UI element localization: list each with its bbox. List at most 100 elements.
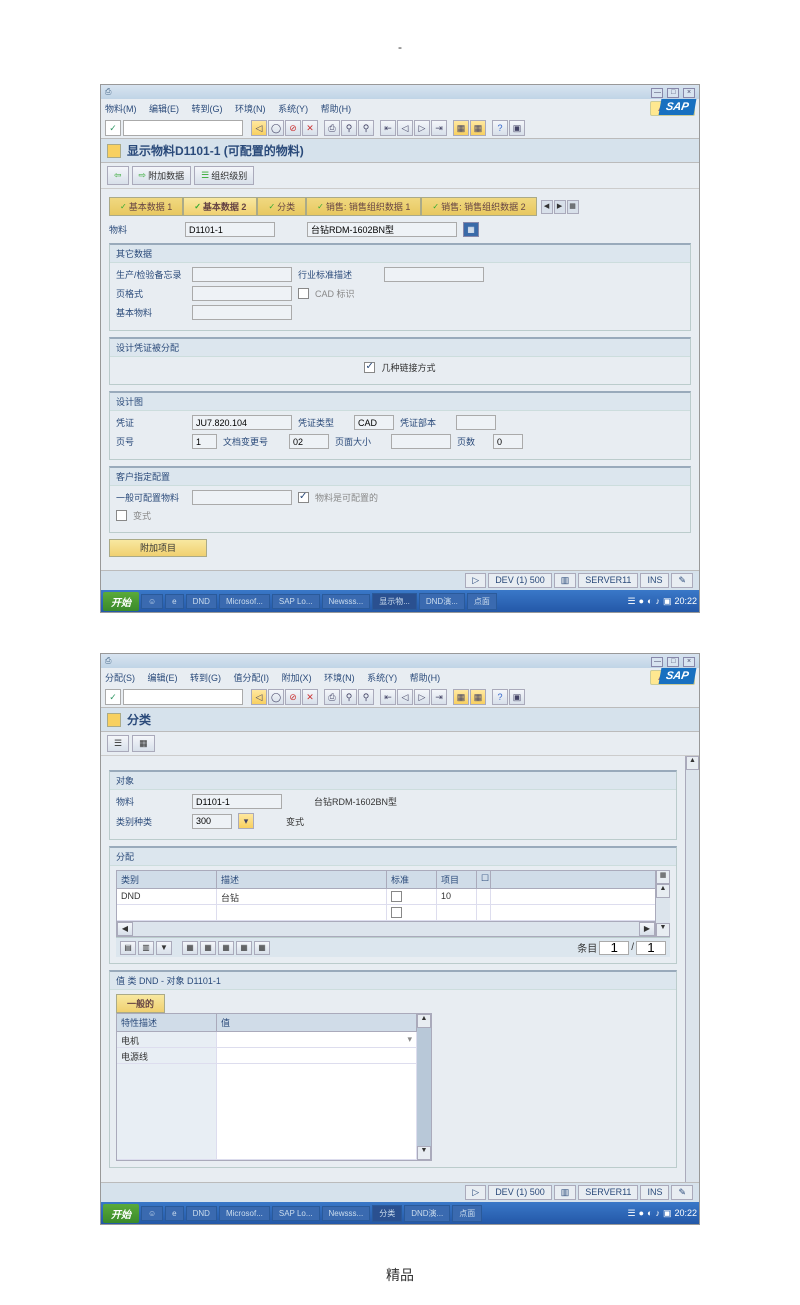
- th-desc[interactable]: 描述: [217, 871, 387, 888]
- th-std[interactable]: 标准: [387, 871, 437, 888]
- btn-additional-data[interactable]: ⇨附加数据: [132, 166, 192, 185]
- tb-exit-icon[interactable]: ⊘: [285, 689, 301, 705]
- tb-layout-icon[interactable]: ▣: [509, 120, 525, 136]
- tb-last-icon[interactable]: ⇥: [431, 120, 447, 136]
- tray-icon[interactable]: ●: [639, 596, 644, 606]
- tray-icon[interactable]: ▣: [663, 1208, 672, 1219]
- taskbar-item[interactable]: DND演...: [404, 1205, 450, 1222]
- tray-icon[interactable]: ☰: [628, 1208, 636, 1219]
- tray-icon[interactable]: ◐: [647, 596, 652, 606]
- tb-cancel-icon[interactable]: ✕: [302, 120, 318, 136]
- tray-icon[interactable]: ♪: [655, 1208, 660, 1218]
- taskbar-item[interactable]: Newsss...: [322, 594, 371, 609]
- gtb-cut-icon[interactable]: ▦: [236, 941, 252, 955]
- table-row[interactable]: DND 台钻 10: [117, 889, 655, 905]
- menu-help[interactable]: 帮助(H): [321, 104, 352, 114]
- taskbar-item[interactable]: DND: [186, 1206, 217, 1221]
- tab-general[interactable]: 一般的: [116, 994, 165, 1013]
- tb-findnext-icon[interactable]: ⚲: [358, 689, 374, 705]
- vscroll-down-icon[interactable]: ▼: [656, 923, 670, 937]
- gtb-selall-icon[interactable]: ▤: [120, 941, 136, 955]
- menu-system[interactable]: 系统(Y): [278, 104, 308, 114]
- taskbar-item[interactable]: DND演...: [419, 593, 465, 610]
- base-mat-field[interactable]: [192, 305, 292, 320]
- taskbar-item[interactable]: SAP Lo...: [272, 1206, 320, 1221]
- btn-1[interactable]: ☰: [107, 735, 129, 752]
- td-class[interactable]: DND: [117, 889, 217, 904]
- td-val[interactable]: [217, 1048, 417, 1063]
- page-no-field[interactable]: [192, 434, 217, 449]
- tb-exit-icon[interactable]: ⊘: [285, 120, 301, 136]
- taskbar-item[interactable]: Microsof...: [219, 594, 270, 609]
- table-row[interactable]: 电源线: [117, 1048, 417, 1064]
- start-button[interactable]: 开始: [103, 1204, 139, 1223]
- pages-field[interactable]: [493, 434, 523, 449]
- cad-checkbox[interactable]: [298, 288, 309, 299]
- tb-next-icon[interactable]: ▷: [414, 689, 430, 705]
- material-search-icon[interactable]: ▦: [463, 222, 479, 237]
- taskbar-item[interactable]: e: [165, 1206, 183, 1221]
- gtb-insert-icon[interactable]: ▦: [182, 941, 198, 955]
- tb-cancel-icon[interactable]: ✕: [302, 689, 318, 705]
- ind-std-field[interactable]: [384, 267, 484, 282]
- tb-find-icon[interactable]: ⚲: [341, 120, 357, 136]
- main-vscroll-up-icon[interactable]: ▲: [686, 756, 699, 770]
- tb-shortcut-icon[interactable]: ▦: [470, 120, 486, 136]
- tray-icon[interactable]: ◐: [647, 1208, 652, 1218]
- material-field[interactable]: [185, 222, 275, 237]
- class-type-field[interactable]: [192, 814, 232, 829]
- vscroll-up-icon[interactable]: ▲: [656, 884, 670, 898]
- tb-newses-icon[interactable]: ▦: [453, 120, 469, 136]
- tb-first-icon[interactable]: ⇤: [380, 689, 396, 705]
- vscroll-down-icon[interactable]: ▼: [417, 1146, 431, 1160]
- obj-mat-field[interactable]: [192, 794, 282, 809]
- tab-sales1[interactable]: ✓销售: 销售组织数据 1: [306, 197, 421, 216]
- close-button[interactable]: ×: [683, 88, 695, 98]
- th-char-desc[interactable]: 特性描述: [117, 1014, 217, 1031]
- tb-print-icon[interactable]: ⎙: [324, 689, 340, 705]
- tray-icon[interactable]: ☰: [628, 596, 636, 607]
- menu-edit[interactable]: 编辑(E): [148, 673, 178, 683]
- status-triangle-icon[interactable]: ▷: [465, 1185, 486, 1200]
- tray-icon[interactable]: ♪: [655, 596, 660, 606]
- btn-2[interactable]: ▦: [132, 735, 155, 752]
- menu-system[interactable]: 系统(Y): [367, 673, 397, 683]
- tray-icon[interactable]: ▣: [663, 596, 672, 607]
- minimize-button[interactable]: —: [651, 657, 663, 667]
- tb-save-icon[interactable]: ◁: [251, 120, 267, 136]
- gtb-sort-icon[interactable]: ▼: [156, 941, 172, 955]
- doc-part-field[interactable]: [456, 415, 496, 430]
- tb-save-icon[interactable]: ◯: [268, 689, 284, 705]
- tab-sales2[interactable]: ✓销售: 销售组织数据 2: [421, 197, 536, 216]
- prod-memo-field[interactable]: [192, 267, 292, 282]
- tb-check-icon[interactable]: ✓: [105, 689, 121, 705]
- taskbar-item[interactable]: e: [165, 594, 183, 609]
- attach-item-button[interactable]: 附加项目: [109, 539, 207, 557]
- variant-checkbox[interactable]: [116, 510, 127, 521]
- th-class[interactable]: 类别: [117, 871, 217, 888]
- menu-assign[interactable]: 分配(S): [105, 673, 135, 683]
- tb-next-icon[interactable]: ▷: [414, 120, 430, 136]
- tab-list-icon[interactable]: ▦: [567, 200, 579, 214]
- minimize-button[interactable]: —: [651, 88, 663, 98]
- gen-config-field[interactable]: [192, 490, 292, 505]
- th-value[interactable]: 值: [217, 1014, 417, 1031]
- command-field[interactable]: [123, 689, 243, 705]
- taskbar-item-active[interactable]: 分类: [372, 1205, 402, 1222]
- entry-current[interactable]: [599, 941, 629, 955]
- td-desc[interactable]: 台钻: [217, 889, 387, 904]
- taskbar-item[interactable]: ☺: [141, 594, 163, 609]
- tb-prev-icon[interactable]: ◁: [397, 689, 413, 705]
- td-val[interactable]: ▾: [217, 1032, 417, 1047]
- maximize-button[interactable]: □: [667, 88, 679, 98]
- hscroll-left-icon[interactable]: ◀: [117, 922, 133, 936]
- taskbar-item[interactable]: DND: [186, 594, 217, 609]
- command-field[interactable]: [123, 120, 243, 136]
- tb-help-icon[interactable]: ?: [492, 689, 508, 705]
- th-item[interactable]: 项目: [437, 871, 477, 888]
- doc-type-field[interactable]: [354, 415, 394, 430]
- btn-org-levels[interactable]: ☰组织级别: [194, 166, 254, 185]
- taskbar-item[interactable]: ☺: [141, 1206, 163, 1221]
- table-row[interactable]: [117, 905, 655, 921]
- main-vscroll[interactable]: ▲: [685, 756, 699, 1182]
